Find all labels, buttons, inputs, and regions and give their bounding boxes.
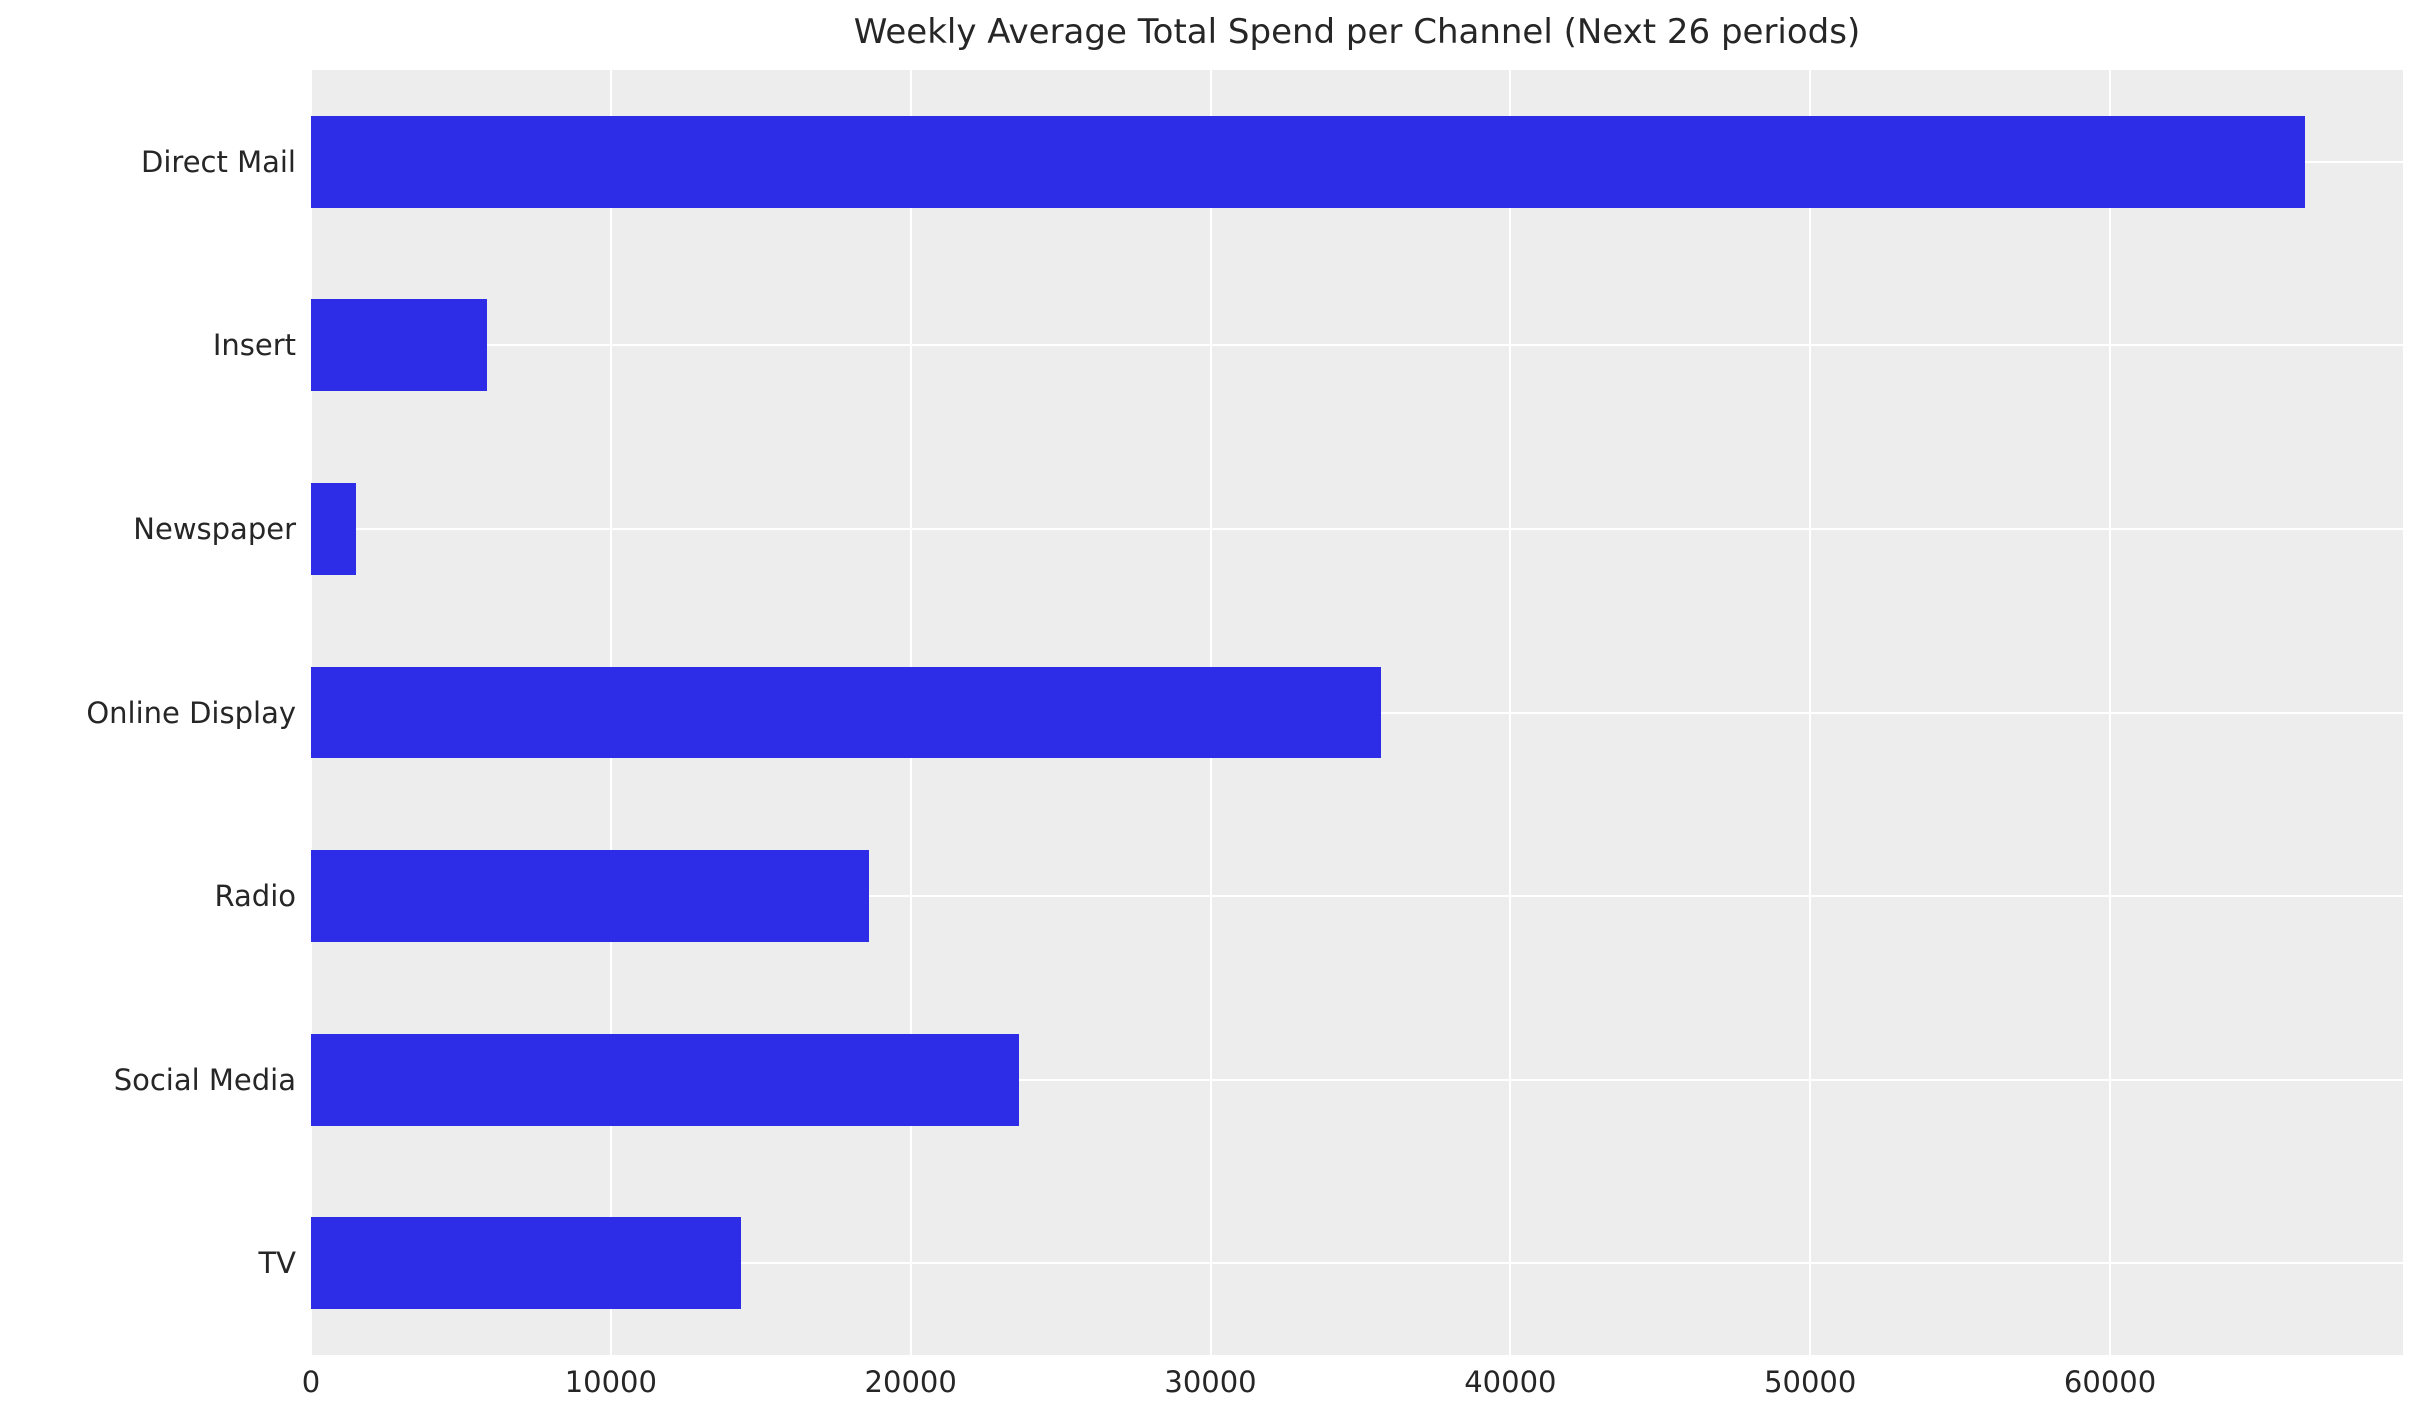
x-tick-label: 30000 <box>1164 1365 1257 1399</box>
y-tick-label-tv: TV <box>258 1246 296 1281</box>
y-tick-label-newspaper: Newspaper <box>133 511 296 546</box>
x-tick-label: 10000 <box>564 1365 657 1399</box>
y-gridline <box>311 344 2403 347</box>
y-tick-label-social-media: Social Media <box>113 1062 296 1097</box>
bar-tv <box>311 1217 742 1310</box>
x-tick-label: 50000 <box>1764 1365 1857 1399</box>
x-tick-label: 20000 <box>864 1365 957 1399</box>
x-tick-label: 0 <box>301 1365 321 1399</box>
y-tick-label-insert: Insert <box>212 328 296 363</box>
y-tick-label-online-display: Online Display <box>86 695 296 730</box>
bar-social-media <box>311 1033 1019 1126</box>
plot-area <box>311 70 2403 1355</box>
x-tick-label: 40000 <box>1464 1365 1557 1399</box>
chart-title: Weekly Average Total Spend per Channel (… <box>853 12 1861 52</box>
bar-newspaper <box>311 483 356 575</box>
x-tick-label: 60000 <box>2063 1365 2157 1399</box>
bar-radio <box>311 850 869 942</box>
y-tick-label-direct-mail: Direct Mail <box>141 144 296 179</box>
bar-direct-mail <box>311 115 2305 208</box>
bar-online-display <box>311 666 1382 759</box>
y-gridline <box>311 527 2403 530</box>
y-gridline <box>311 1262 2403 1265</box>
y-tick-label-radio: Radio <box>214 879 297 914</box>
y-gridline <box>311 895 2403 898</box>
bar-insert <box>311 299 487 392</box>
y-gridline <box>311 1078 2403 1081</box>
